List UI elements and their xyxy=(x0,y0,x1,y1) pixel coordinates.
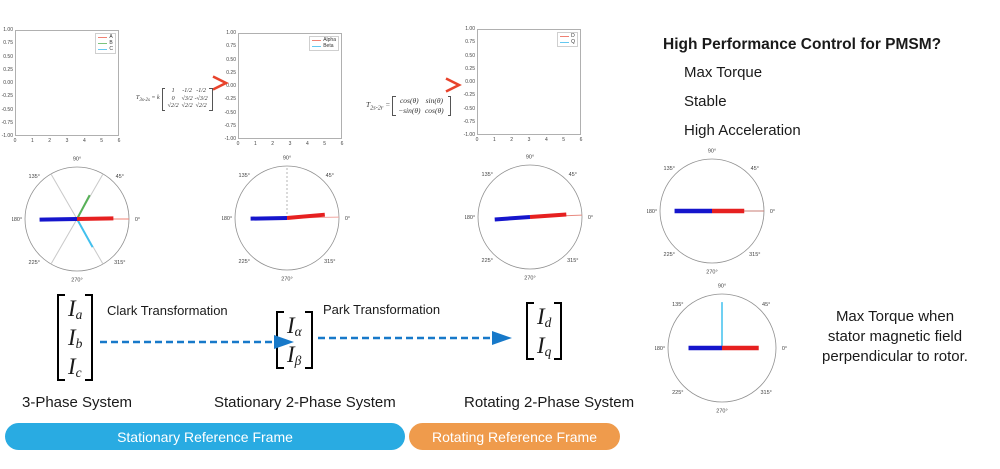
svg-text:135°: 135° xyxy=(29,174,40,180)
svg-text:90°: 90° xyxy=(526,155,534,161)
svg-text:315°: 315° xyxy=(324,259,335,265)
heading-pmsm: High Performance Control for PMSM? xyxy=(663,36,942,53)
label-stationary-2-phase-system: Stationary 2-Phase System xyxy=(214,394,396,411)
polar-plot-aligned: 0° 45° 90° 135° 180° 225° 270° 315° xyxy=(646,146,777,281)
svg-text:180°: 180° xyxy=(12,217,22,223)
park-transformation-label: Park Transformation xyxy=(323,302,441,317)
svg-text:0°: 0° xyxy=(588,215,593,221)
svg-text:45°: 45° xyxy=(751,166,759,172)
waveform-plot-dq: D Q 1.00 0.75 0.50 0.25 0.00 -0.25 -0.50 -0.75 -1.… xyxy=(463,26,583,143)
svg-text:135°: 135° xyxy=(482,172,493,178)
waveform-plot-abc: A B C 1.00 0.75 0.50 0.25 0.00 -0.25 -0.50 -0.75 -1… xyxy=(1,27,121,144)
plot-legend: Alpha Beta xyxy=(309,36,339,51)
clarke-transform-arrow-icon xyxy=(135,75,229,91)
svg-text:45°: 45° xyxy=(762,302,770,308)
svg-text:225°: 225° xyxy=(239,259,250,265)
note-line: perpendicular to rotor. xyxy=(822,348,968,365)
svg-text:90°: 90° xyxy=(283,156,291,162)
park-transform-arrow-icon xyxy=(368,77,462,93)
svg-text:45°: 45° xyxy=(569,172,577,178)
svg-text:315°: 315° xyxy=(760,390,771,396)
svg-text:225°: 225° xyxy=(482,258,493,264)
svg-text:180°: 180° xyxy=(647,209,657,215)
svg-text:0°: 0° xyxy=(135,217,140,223)
bullet-high-acceleration: High Acceleration xyxy=(684,122,801,139)
svg-text:0°: 0° xyxy=(345,216,350,222)
svg-text:45°: 45° xyxy=(116,174,124,180)
svg-text:135°: 135° xyxy=(672,302,683,308)
svg-text:90°: 90° xyxy=(708,149,716,155)
svg-text:0°: 0° xyxy=(770,209,775,215)
rotating-reference-frame-button[interactable]: Rotating Reference Frame xyxy=(409,423,620,450)
svg-text:90°: 90° xyxy=(73,157,81,163)
svg-text:180°: 180° xyxy=(465,215,475,221)
label-3-phase-system: 3-Phase System xyxy=(22,394,133,411)
note-line: Max Torque when xyxy=(835,308,955,325)
svg-text:225°: 225° xyxy=(672,390,683,396)
bullet-stable: Stable xyxy=(684,93,727,110)
svg-text:180°: 180° xyxy=(222,216,232,222)
svg-text:270°: 270° xyxy=(706,270,717,276)
svg-text:135°: 135° xyxy=(664,166,675,172)
park-arrow-icon xyxy=(318,331,512,345)
clark-transformation-label: Clark Transformation xyxy=(107,303,228,318)
stationary-reference-frame-button[interactable]: Stationary Reference Frame xyxy=(5,423,405,450)
svg-text:45°: 45° xyxy=(326,173,334,179)
svg-text:180°: 180° xyxy=(655,346,665,352)
polar-plot-dq: 0° 45° 90° 135° 180° 225° 270° 315° xyxy=(464,152,595,287)
svg-text:225°: 225° xyxy=(664,252,675,258)
svg-text:315°: 315° xyxy=(114,260,125,266)
svg-text:90°: 90° xyxy=(718,284,726,290)
svg-text:225°: 225° xyxy=(29,260,40,266)
svg-text:270°: 270° xyxy=(716,409,727,415)
svg-text:0°: 0° xyxy=(782,346,787,352)
svg-text:315°: 315° xyxy=(567,258,578,264)
svg-text:135°: 135° xyxy=(239,173,250,179)
svg-text:270°: 270° xyxy=(524,276,535,282)
label-rotating-2-phase-system: Rotating 2-Phase System xyxy=(464,394,635,411)
polar-plot-alpha-beta: 0° 45° 90° 135° 180° 225° 270° 315° xyxy=(221,153,352,288)
clarke-matrix-formula: T3s-2s = k 1 -1/2 -1/2 0 √3/2 -√3/2 √2/2 √2/2 √2… xyxy=(136,88,213,111)
note-max-torque: Max Torque when stator magnetic field pe… xyxy=(790,307,1000,367)
svg-text:270°: 270° xyxy=(281,277,292,283)
polar-plot-perpendicular: 0° 45° 90° 135° 180° 225° 270° 315° xyxy=(654,281,789,420)
svg-text:270°: 270° xyxy=(71,278,82,284)
polar-plot-three-phase: 0° 45° 90° 135° 180° 225° 270° 315° xyxy=(11,154,142,289)
svg-text:315°: 315° xyxy=(749,252,760,258)
park-matrix-formula: T2s-2r = cos(θ) sin(θ) −sin(θ) cos(θ) xyxy=(366,96,452,116)
bullet-max-torque: Max Torque xyxy=(684,64,763,81)
note-line: stator magnetic field xyxy=(827,328,963,345)
waveform-plot-alphabeta: Alpha Beta 1.00 0.75 0.50 0.25 0.00 -0.25 -0.50-… xyxy=(224,30,344,147)
clark-arrow-icon xyxy=(100,335,294,349)
